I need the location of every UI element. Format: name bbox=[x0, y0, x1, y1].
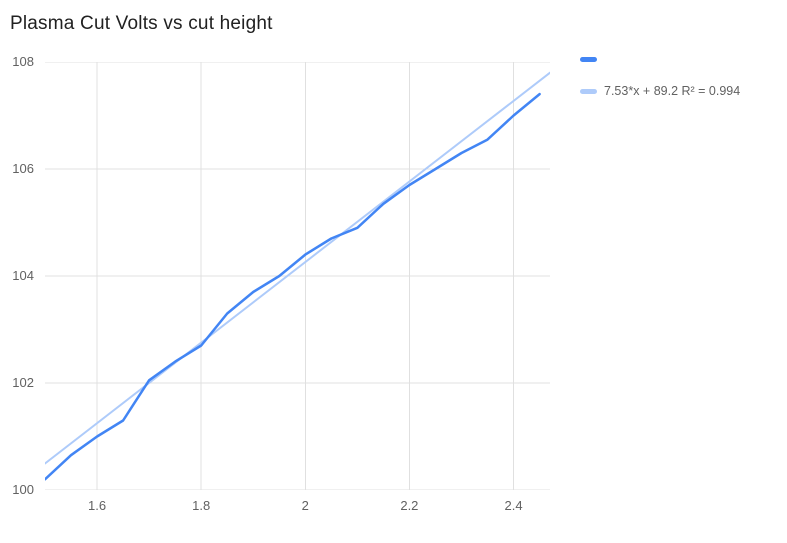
y-axis-label: 104 bbox=[12, 268, 34, 283]
x-axis-label: 2.4 bbox=[504, 498, 523, 513]
legend-label-trend: 7.53*x + 89.2 R² = 0.994 bbox=[604, 84, 741, 98]
x-axis-label: 1.6 bbox=[88, 498, 107, 513]
plot-area bbox=[45, 62, 550, 490]
x-axis-label: 2 bbox=[301, 498, 309, 513]
x-axis: 1.6 1.8 2 2.2 2.4 bbox=[45, 498, 550, 518]
legend: 7.53*x + 89.2 R² = 0.994 bbox=[580, 57, 780, 121]
y-axis-label: 102 bbox=[12, 375, 34, 390]
legend-item-trend: 7.53*x + 89.2 R² = 0.994 bbox=[580, 84, 780, 99]
legend-swatch-trend bbox=[580, 89, 597, 94]
y-axis: 100 102 104 106 108 bbox=[0, 54, 38, 497]
plot-svg bbox=[45, 62, 550, 490]
series-line bbox=[45, 92, 541, 481]
legend-swatch-series bbox=[580, 57, 597, 62]
legend-item-series bbox=[580, 57, 780, 62]
chart-title: Plasma Cut Volts vs cut height bbox=[10, 13, 273, 34]
trendline bbox=[45, 71, 550, 465]
y-axis-label: 100 bbox=[12, 482, 34, 497]
x-axis-label: 1.8 bbox=[192, 498, 211, 513]
x-axis-label: 2.2 bbox=[400, 498, 419, 513]
y-axis-label: 108 bbox=[12, 54, 34, 69]
gridlines bbox=[45, 62, 550, 490]
y-axis-label: 106 bbox=[12, 161, 34, 176]
